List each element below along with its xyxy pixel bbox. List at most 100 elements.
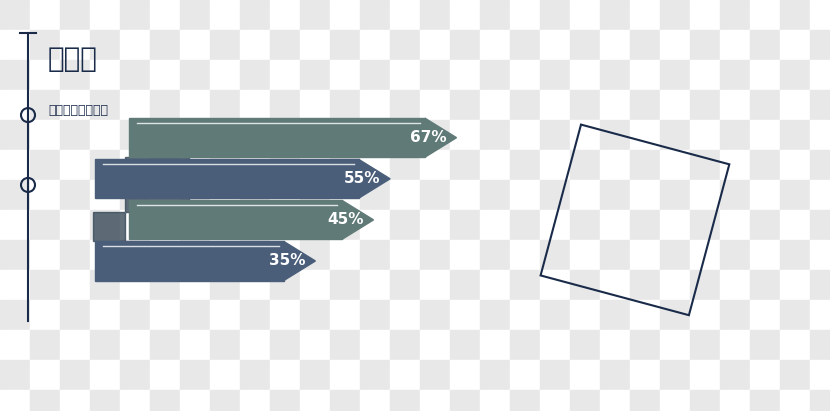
Bar bbox=[690, 390, 720, 411]
Bar bbox=[630, 90, 660, 120]
Bar bbox=[540, 30, 570, 60]
Bar bbox=[600, 210, 630, 240]
Bar bbox=[420, 270, 450, 300]
Bar bbox=[510, 150, 540, 180]
Bar bbox=[240, 240, 270, 270]
Bar bbox=[240, 90, 270, 120]
Bar bbox=[780, 240, 810, 270]
Bar bbox=[420, 150, 450, 180]
Bar bbox=[120, 330, 150, 360]
Bar bbox=[0, 240, 30, 270]
Polygon shape bbox=[425, 118, 457, 157]
Bar bbox=[480, 150, 510, 180]
Bar bbox=[720, 390, 750, 411]
Text: 67%: 67% bbox=[410, 130, 447, 145]
Bar bbox=[210, 300, 240, 330]
Bar bbox=[420, 60, 450, 90]
Bar bbox=[510, 30, 540, 60]
Bar bbox=[690, 180, 720, 210]
Bar bbox=[120, 360, 150, 390]
Bar bbox=[360, 150, 390, 180]
Bar bbox=[129, 201, 342, 240]
Bar bbox=[780, 90, 810, 120]
Bar bbox=[240, 150, 270, 180]
Bar bbox=[630, 360, 660, 390]
Bar bbox=[150, 240, 180, 270]
Bar bbox=[330, 90, 360, 120]
Bar bbox=[540, 240, 570, 270]
Bar bbox=[180, 0, 210, 30]
Bar bbox=[0, 60, 30, 90]
Bar bbox=[240, 390, 270, 411]
Bar bbox=[390, 30, 420, 60]
Bar bbox=[0, 360, 30, 390]
Bar bbox=[690, 240, 720, 270]
Bar bbox=[150, 300, 180, 330]
Bar bbox=[210, 330, 240, 360]
Polygon shape bbox=[94, 157, 188, 242]
Bar bbox=[300, 180, 330, 210]
Bar bbox=[600, 360, 630, 390]
Polygon shape bbox=[359, 159, 390, 199]
Bar bbox=[300, 360, 330, 390]
Bar bbox=[300, 330, 330, 360]
Bar bbox=[330, 240, 360, 270]
Bar bbox=[780, 30, 810, 60]
Bar bbox=[720, 180, 750, 210]
Bar bbox=[90, 390, 120, 411]
Bar bbox=[780, 390, 810, 411]
Bar bbox=[90, 270, 120, 300]
Bar bbox=[0, 210, 30, 240]
Bar bbox=[540, 120, 570, 150]
Bar bbox=[690, 300, 720, 330]
Bar bbox=[330, 300, 360, 330]
Bar bbox=[210, 240, 240, 270]
Bar bbox=[570, 0, 600, 30]
Bar bbox=[780, 0, 810, 30]
Bar bbox=[60, 390, 90, 411]
Bar bbox=[210, 390, 240, 411]
Bar bbox=[150, 60, 180, 90]
Bar bbox=[210, 210, 240, 240]
Bar bbox=[150, 210, 180, 240]
Bar bbox=[240, 210, 270, 240]
Bar bbox=[0, 300, 30, 330]
Bar bbox=[420, 0, 450, 30]
Bar bbox=[150, 30, 180, 60]
Bar bbox=[390, 330, 420, 360]
Bar bbox=[540, 180, 570, 210]
Bar bbox=[270, 150, 300, 180]
Text: 55%: 55% bbox=[344, 171, 380, 186]
Bar bbox=[510, 360, 540, 390]
Bar bbox=[570, 60, 600, 90]
Bar bbox=[300, 300, 330, 330]
Bar bbox=[120, 390, 150, 411]
Bar bbox=[360, 60, 390, 90]
Bar bbox=[750, 210, 780, 240]
Bar bbox=[120, 300, 150, 330]
Bar bbox=[570, 300, 600, 330]
Bar bbox=[120, 210, 150, 240]
Bar bbox=[810, 0, 830, 30]
Bar bbox=[480, 360, 510, 390]
Bar bbox=[150, 330, 180, 360]
Bar bbox=[750, 30, 780, 60]
Bar bbox=[0, 150, 30, 180]
Bar bbox=[390, 60, 420, 90]
Bar bbox=[240, 60, 270, 90]
Text: 45%: 45% bbox=[327, 212, 364, 227]
Bar bbox=[180, 150, 210, 180]
Bar bbox=[630, 120, 660, 150]
Bar bbox=[60, 180, 90, 210]
Bar bbox=[720, 360, 750, 390]
Bar bbox=[300, 120, 330, 150]
Bar bbox=[450, 150, 480, 180]
Bar bbox=[420, 120, 450, 150]
Bar bbox=[270, 30, 300, 60]
Bar bbox=[720, 90, 750, 120]
Bar bbox=[660, 240, 690, 270]
Bar bbox=[780, 330, 810, 360]
Bar bbox=[180, 330, 210, 360]
Bar bbox=[30, 270, 60, 300]
Bar bbox=[390, 390, 420, 411]
